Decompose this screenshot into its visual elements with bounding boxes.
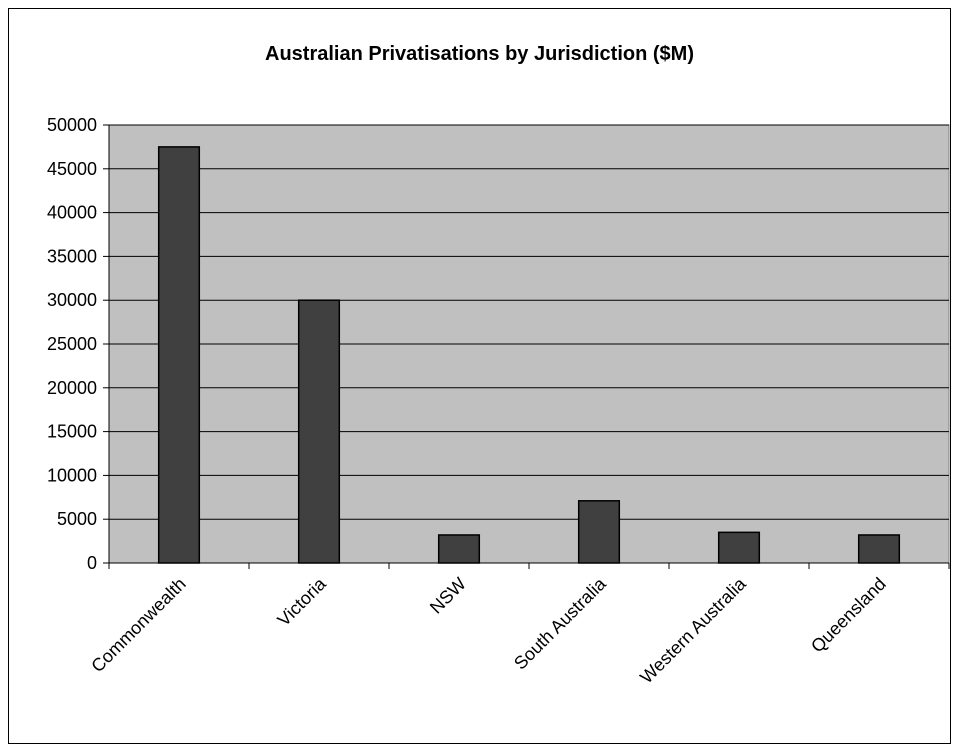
gridlines bbox=[109, 124, 949, 520]
bar-queensland bbox=[857, 534, 901, 564]
x-category-labels: Commonwealth Victoria NSW South Australia We… bbox=[87, 563, 950, 687]
y-tick-label: 25000 bbox=[47, 334, 97, 354]
bar-commonwealth bbox=[157, 146, 201, 564]
y-tick-label: 0 bbox=[87, 553, 97, 573]
y-tick-label: 10000 bbox=[47, 465, 97, 485]
y-tick-label: 20000 bbox=[47, 378, 97, 398]
x-category-label: Western Australia bbox=[636, 573, 750, 687]
bar-south-australia bbox=[577, 500, 621, 564]
x-category-label: Queensland bbox=[807, 574, 890, 657]
y-tick-label: 30000 bbox=[47, 290, 97, 310]
bar-western-australia bbox=[717, 531, 761, 564]
x-category-label: South Australia bbox=[510, 573, 610, 673]
y-tick-label: 45000 bbox=[47, 159, 97, 179]
bar-victoria bbox=[297, 299, 341, 564]
x-category-label: Commonwealth bbox=[87, 574, 190, 677]
y-tick-label: 15000 bbox=[47, 422, 97, 442]
y-tick-labels: 0 5000 10000 15000 20000 25000 30000 35000 40000… bbox=[47, 115, 109, 573]
x-category-label: Victoria bbox=[273, 573, 330, 630]
y-tick-label: 35000 bbox=[47, 246, 97, 266]
x-category-label: NSW bbox=[426, 574, 470, 618]
y-tick-label: 40000 bbox=[47, 203, 97, 223]
y-tick-label: 5000 bbox=[57, 509, 97, 529]
chart-title: Australian Privatisations by Jurisdictio… bbox=[265, 43, 694, 65]
y-tick-label: 50000 bbox=[47, 115, 97, 135]
bar-nsw bbox=[437, 534, 481, 564]
